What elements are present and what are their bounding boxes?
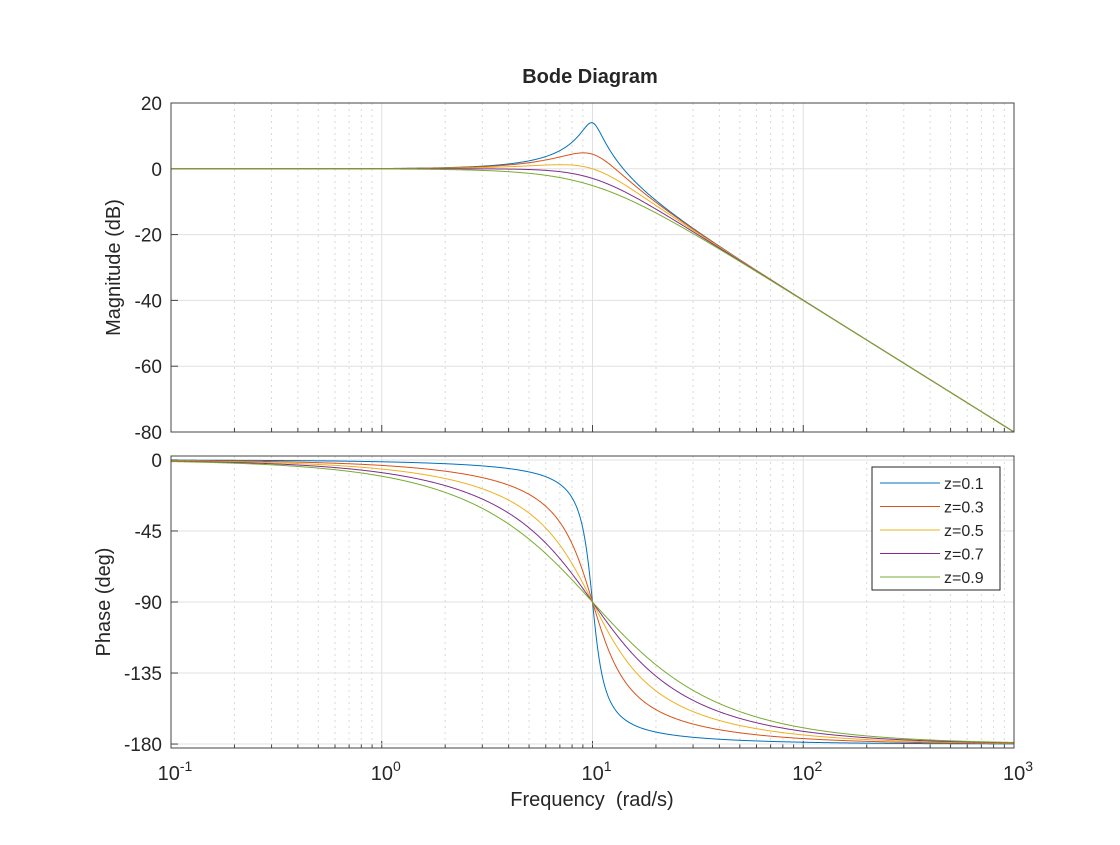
phase-axes-box [170, 455, 1015, 749]
legend-box [871, 466, 1001, 591]
legend-entry: z=0.3 [944, 500, 984, 517]
magnitude-y-tick-label: -80 [135, 423, 162, 444]
phase-y-tick-label: -90 [135, 593, 162, 614]
x-tick-label: 103 [1003, 758, 1033, 785]
x-tick-label: 102 [792, 758, 822, 785]
phase-y-tick-label: 0 [151, 451, 162, 472]
magnitude-y-tick-label: 20 [141, 94, 162, 115]
legend-entry: z=0.9 [944, 570, 984, 587]
legend-entry: z=0.1 [944, 476, 984, 493]
magnitude-series-z=0.9 [171, 168, 1014, 432]
magnitude-axes-box [170, 102, 1015, 433]
magnitude-y-tick-label: 0 [151, 160, 162, 181]
magnitude-y-tick-label: -40 [135, 291, 162, 312]
magnitude-y-axis-label: Magnitude (dB) [103, 199, 125, 336]
phase-y-tick-label: -45 [135, 522, 162, 543]
phase-y-tick-label: -135 [124, 664, 162, 685]
x-tick-label: 101 [581, 758, 611, 785]
legend-entry: z=0.5 [944, 523, 984, 540]
legend: z=0.1 z=0.3 z=0.5 z=0.7 z=0.9 [871, 466, 1001, 591]
x-axis-label: Frequency (rad/s) [510, 789, 673, 811]
phase-y-tick-label: -180 [124, 735, 162, 756]
x-tick-label: 100 [371, 758, 401, 785]
magnitude-y-tick-label: -60 [135, 357, 162, 378]
phase-series-z=0.9 [171, 461, 1014, 743]
legend-entry: z=0.7 [944, 547, 984, 564]
chart-title: Bode Diagram [522, 66, 658, 88]
magnitude-y-tick-label: -20 [135, 226, 162, 247]
phase-y-axis-label: Phase (deg) [93, 548, 115, 657]
x-tick-label: 10-1 [158, 758, 193, 785]
